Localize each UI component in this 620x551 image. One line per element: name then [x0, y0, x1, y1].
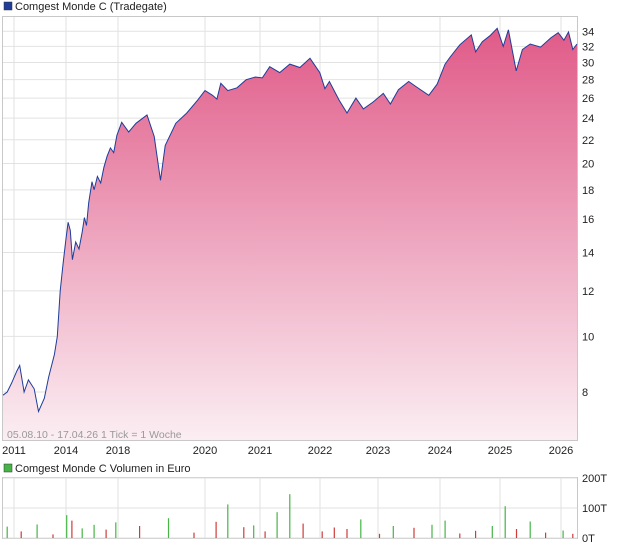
volume-chart-title: Comgest Monde C Volumen in Euro — [15, 463, 190, 475]
price-x-tick-label: 2024 — [428, 445, 452, 457]
price-x-tick-label: 2021 — [248, 445, 272, 457]
price-x-tick-label: 2025 — [488, 445, 512, 457]
volume-bar — [20, 531, 22, 538]
volume-bar — [346, 529, 348, 538]
price-y-tick-label: 32 — [582, 41, 594, 53]
volume-bar — [360, 519, 362, 538]
price-x-tick-label: 2020 — [193, 445, 217, 457]
volume-bar — [215, 521, 217, 538]
volume-y-tick-label: 200T — [582, 473, 607, 485]
volume-legend-swatch — [3, 463, 13, 473]
price-y-tick-label: 20 — [582, 159, 594, 171]
price-x-tick-label: 2022 — [308, 445, 332, 457]
volume-bar — [36, 524, 38, 538]
price-x-axis: 2011 2014 2018 2020 2021 2022 2023 2024 2025 2026 — [2, 445, 573, 457]
price-x-tick-label: 2011 — [2, 445, 26, 457]
range-note: 05.08.10 - 17.04.26 1 Tick = 1 Woche — [7, 429, 182, 441]
volume-bar — [52, 534, 54, 538]
volume-bar — [139, 526, 141, 538]
volume-bar — [545, 532, 547, 538]
price-y-tick-label: 26 — [582, 93, 594, 105]
volume-bar — [167, 518, 170, 538]
volume-bar — [193, 532, 195, 538]
price-area — [3, 28, 577, 441]
volume-bar — [392, 526, 394, 538]
volume-y-tick-label: 100T — [582, 503, 607, 515]
volume-bar — [81, 528, 83, 538]
volume-bar — [491, 526, 493, 538]
volume-bar — [413, 527, 415, 538]
price-y-tick-label: 14 — [582, 247, 594, 259]
volume-bars — [6, 494, 574, 538]
price-y-tick-label: 34 — [582, 26, 594, 38]
price-x-tick-label: 2014 — [54, 445, 78, 457]
price-x-tick-label: 2026 — [549, 445, 573, 457]
volume-bar — [243, 527, 245, 538]
volume-bar — [115, 522, 117, 538]
volume-bar — [6, 526, 8, 538]
volume-y-axis: 0T 100T 200T — [582, 473, 607, 545]
price-y-tick-label: 8 — [582, 387, 588, 399]
volume-bar — [378, 533, 381, 538]
volume-bar — [562, 530, 564, 538]
volume-bar — [302, 523, 304, 538]
volume-bar — [276, 512, 278, 538]
volume-bar — [475, 530, 477, 538]
volume-bar — [504, 506, 506, 538]
volume-bar — [321, 531, 323, 538]
volume-bar — [253, 525, 255, 538]
volume-bar — [71, 520, 73, 538]
price-x-tick-label: 2018 — [106, 445, 130, 457]
price-legend-swatch — [3, 1, 13, 11]
volume-bar — [105, 529, 107, 538]
volume-bar — [227, 504, 229, 538]
price-y-tick-label: 12 — [582, 286, 594, 298]
price-y-tick-label: 16 — [582, 214, 594, 226]
volume-bar — [529, 521, 531, 538]
volume-bar — [93, 524, 95, 538]
volume-bar — [333, 527, 335, 538]
price-y-axis: 8 10 12 14 16 18 20 22 24 26 28 30 32 34 — [582, 26, 594, 399]
volume-bar — [572, 533, 574, 538]
price-x-tick-label: 2023 — [366, 445, 390, 457]
volume-bar — [515, 529, 518, 538]
price-chart-title: Comgest Monde C (Tradegate) — [15, 1, 167, 13]
volume-bar — [431, 524, 433, 538]
volume-bar — [459, 533, 461, 538]
volume-y-tick-label: 0T — [582, 533, 595, 545]
volume-bar — [264, 531, 266, 538]
price-line — [2, 27, 578, 414]
price-y-tick-label: 30 — [582, 57, 594, 69]
price-y-tick-label: 24 — [582, 113, 594, 125]
price-y-tick-label: 18 — [582, 185, 594, 197]
volume-bar — [444, 520, 446, 538]
price-y-tick-label: 28 — [582, 75, 594, 87]
price-y-tick-label: 22 — [582, 135, 594, 147]
price-y-tick-label: 10 — [582, 331, 594, 343]
volume-bar — [289, 494, 291, 538]
volume-bar — [66, 515, 68, 538]
